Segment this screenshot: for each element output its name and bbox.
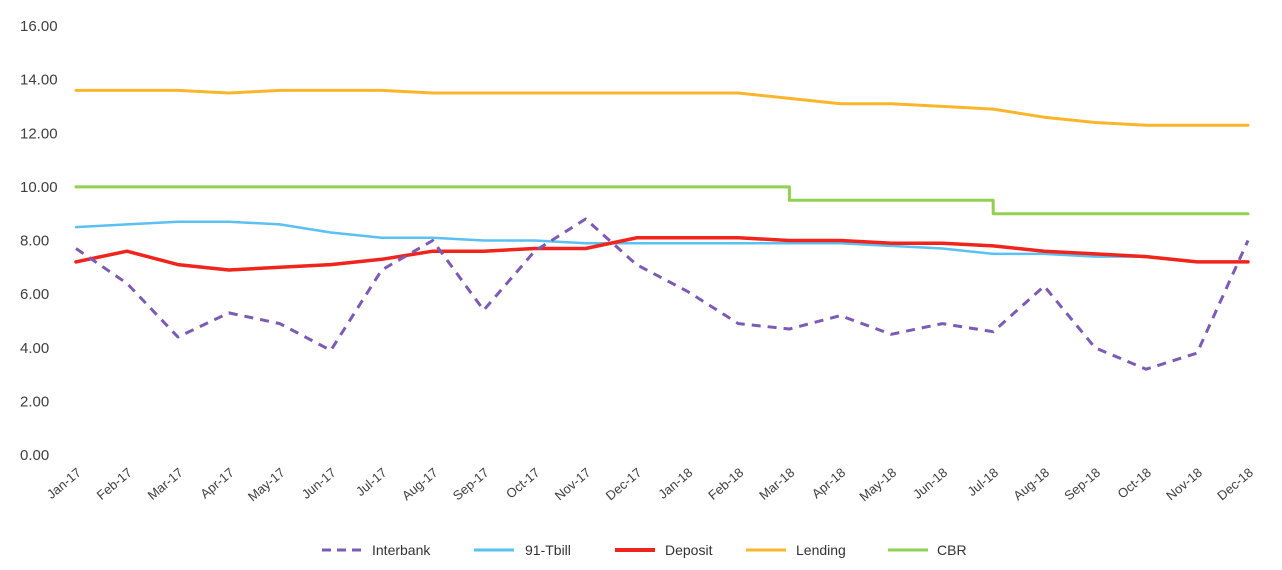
legend-label: 91-Tbill [525,542,571,558]
x-tick-label: May-18 [856,465,899,504]
x-tick-label: Jul-18 [964,465,1001,499]
legend-label: Deposit [665,542,713,558]
y-tick-label: 12.00 [20,125,58,142]
y-tick-label: 4.00 [20,340,49,357]
series-line-lending [74,88,1250,127]
y-tick-label: 10.00 [20,179,58,196]
series-line-91-tbill [74,220,1250,264]
x-tick-label: Jan-18 [655,465,695,502]
x-tick-label: Oct-17 [503,465,543,502]
x-tick-label: Sep-18 [1061,465,1103,503]
x-tick-label: Jul-17 [353,465,390,499]
x-tick-label: Dec-18 [1214,465,1256,503]
x-tick-label: Mar-18 [756,465,797,503]
y-tick-label: 8.00 [20,233,49,250]
x-tick-label: Feb-17 [94,465,135,503]
x-tick-label: Nov-18 [1163,465,1205,503]
legend-label: CBR [937,542,967,558]
x-tick-label: Jun-18 [910,465,950,502]
y-tick-label: 2.00 [20,393,49,410]
series-line-interbank [75,217,1250,371]
x-tick-label: Apr-18 [809,465,849,502]
x-tick-label: Jun-17 [299,465,339,502]
x-tick-label: Aug-18 [1010,465,1052,503]
x-tick-label: Oct-18 [1114,465,1154,502]
x-tick-label: Mar-17 [145,465,186,503]
legend-label: Lending [796,542,846,558]
x-tick-label: May-17 [245,465,288,504]
x-tick-label: Jan-17 [44,465,84,502]
y-tick-label: 16.00 [20,18,58,35]
series-line-deposit [74,236,1250,272]
y-axis-tick-labels: 0.00 2.00 4.00 6.00 8.00 10.00 12.00 14.00 16.00 [20,18,58,464]
x-tick-label: Apr-17 [197,465,237,502]
series-line-cbr [74,185,1250,216]
legend-label: Interbank [372,542,431,558]
y-tick-label: 6.00 [20,286,49,303]
series-lines [74,88,1250,371]
y-tick-label: 0.00 [20,447,49,464]
x-tick-label: Aug-17 [399,465,441,503]
x-tick-label: Sep-17 [450,465,492,503]
legend: Interbank 91-Tbill Deposit Lending CBR [322,542,967,558]
x-tick-label: Nov-17 [552,465,594,503]
y-tick-label: 14.00 [20,72,58,89]
x-axis-tick-labels: Jan-17 Feb-17 Mar-17 Apr-17 May-17 Jun-17 Jul-… [44,465,1256,504]
x-tick-label: Feb-18 [705,465,746,503]
x-tick-label: Dec-17 [603,465,645,503]
